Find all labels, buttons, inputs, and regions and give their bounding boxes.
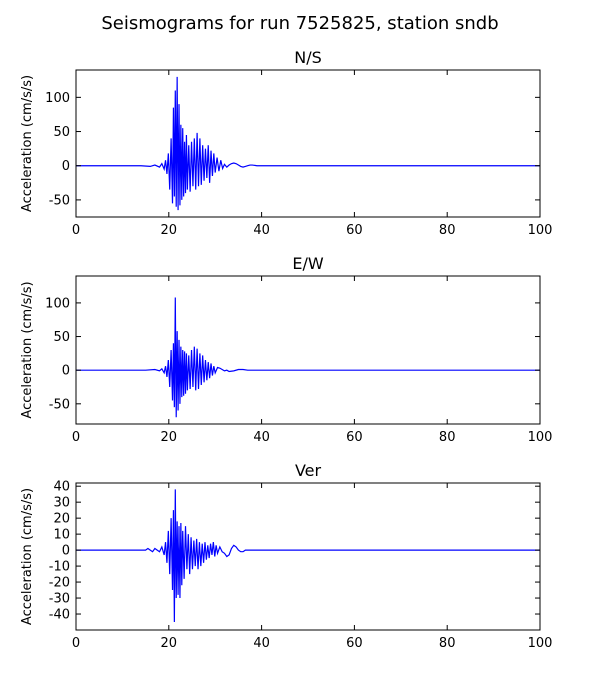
x-tick-label: 40: [253, 636, 270, 651]
y-tick-label: 30: [53, 496, 70, 511]
y-tick-label: 0: [62, 364, 70, 379]
y-tick-label: -30: [49, 592, 70, 607]
y-tick-label: 20: [53, 512, 70, 527]
x-tick-label: 40: [253, 430, 270, 445]
y-tick-label: 100: [45, 91, 70, 106]
x-tick-label: 20: [161, 636, 178, 651]
x-tick-label: 100: [528, 223, 553, 238]
axes-frame: [75, 69, 541, 218]
x-tick-label: 0: [72, 636, 80, 651]
x-tick-label: 80: [439, 223, 456, 238]
x-tick-label: 60: [346, 636, 363, 651]
panel-2: 0 20 40 60 80 100 -50 0 50 100 E/W Acceleration (cm…: [20, 254, 552, 445]
panel-3: 0 20 40 60 80 100-40-30-20-10010203040VerAcce…: [20, 461, 552, 651]
x-tick-label: 20: [161, 430, 178, 445]
y-tick-label: -40: [49, 608, 70, 623]
y-tick-label: -50: [49, 193, 70, 208]
y-tick-label: 40: [53, 480, 70, 495]
panel-title: N/S: [294, 48, 322, 67]
y-axis-label: Acceleration (cm/s/s): [20, 281, 35, 418]
y-axis-label: Acceleration (cm/s/s): [20, 75, 35, 212]
x-tick-label: 100: [528, 636, 553, 651]
axes-frame: [75, 275, 541, 425]
figure-title: Seismograms for run 7525825, station snd…: [101, 13, 498, 34]
y-tick-label: 0: [62, 159, 70, 174]
series-line-2-1: [76, 297, 540, 418]
y-tick-label: -20: [49, 576, 70, 591]
y-tick-label: -50: [49, 397, 70, 412]
panel-title: Ver: [295, 461, 322, 480]
y-tick-label: 0: [62, 544, 70, 559]
y-tick-label: 100: [45, 296, 70, 311]
y-tick-label: 50: [53, 330, 70, 345]
series-line-1-1: [76, 76, 540, 211]
x-tick-label: 40: [253, 223, 270, 238]
y-tick-label: 10: [53, 528, 70, 543]
axes-frame: [75, 482, 541, 631]
x-tick-label: 80: [439, 636, 456, 651]
x-tick-label: 0: [72, 430, 80, 445]
y-tick-label: -10: [49, 560, 70, 575]
x-tick-label: 0: [72, 223, 80, 238]
x-tick-label: 80: [439, 430, 456, 445]
x-tick-label: 20: [161, 223, 178, 238]
y-tick-label: 50: [53, 125, 70, 140]
y-axis-label: Acceleration (cm/s/s): [20, 488, 35, 625]
series-line-3-1: [76, 489, 540, 623]
x-tick-label: 60: [346, 430, 363, 445]
panel-title: E/W: [292, 254, 324, 273]
x-tick-label: 60: [346, 223, 363, 238]
x-tick-label: 100: [528, 430, 553, 445]
